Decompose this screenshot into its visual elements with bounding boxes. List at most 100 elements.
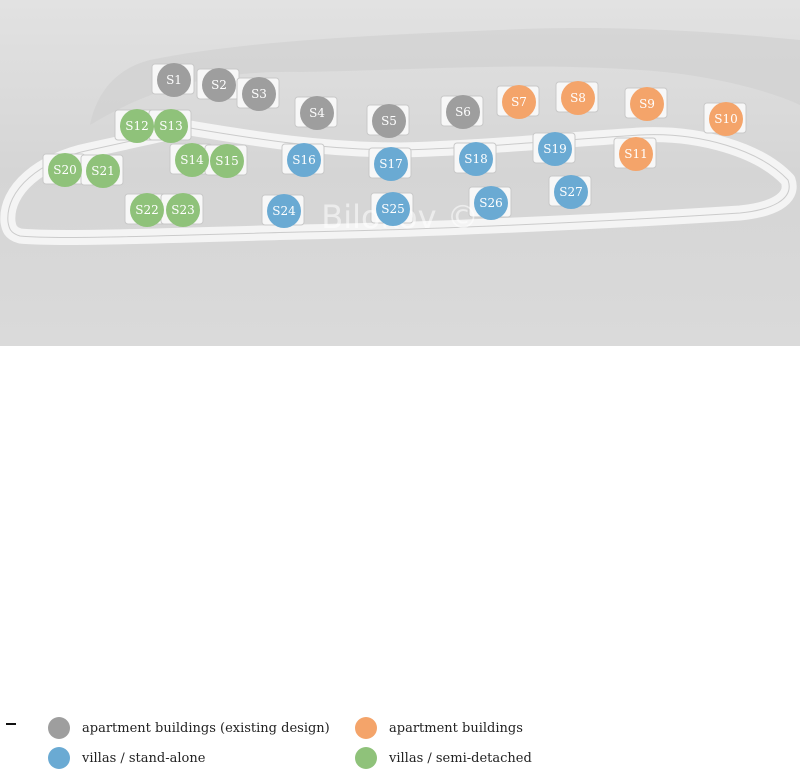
plot-marker-s12[interactable]: S12 xyxy=(120,109,154,143)
plot-dot-s19 xyxy=(538,132,572,166)
plot-marker-s24[interactable]: S24 xyxy=(267,194,301,228)
legend-label-standalone: villas / stand-alone xyxy=(82,750,206,766)
plot-dot-s2 xyxy=(202,68,236,102)
legend-swatch-existing xyxy=(48,717,70,739)
plot-label-s1: S1 xyxy=(166,73,182,87)
plot-dot-s25 xyxy=(376,192,410,226)
legend-item-standalone: villas / stand-alone xyxy=(48,747,205,769)
plot-marker-s19[interactable]: S19 xyxy=(538,132,572,166)
plot-marker-s4[interactable]: S4 xyxy=(300,96,334,130)
plot-dot-s14 xyxy=(175,143,209,177)
legend-swatch-standalone xyxy=(48,747,70,769)
plot-label-s21: S21 xyxy=(91,164,115,178)
plot-marker-s5[interactable]: S5 xyxy=(372,104,406,138)
plot-label-s14: S14 xyxy=(180,153,204,167)
plot-dot-s20 xyxy=(48,153,82,187)
plot-label-s6: S6 xyxy=(455,105,471,119)
plot-marker-s18[interactable]: S18 xyxy=(459,142,493,176)
plot-marker-s11[interactable]: S11 xyxy=(619,137,653,171)
plot-dot-s21 xyxy=(86,154,120,188)
plot-dot-s10 xyxy=(709,102,743,136)
plot-marker-s17[interactable]: S17 xyxy=(374,147,408,181)
plot-label-s19: S19 xyxy=(543,142,567,156)
plot-dot-s13 xyxy=(154,109,188,143)
plot-marker-s21[interactable]: S21 xyxy=(86,154,120,188)
legend-item-existing: apartment buildings (existing design) xyxy=(48,717,330,739)
plot-marker-s23[interactable]: S23 xyxy=(166,193,200,227)
legend-dash xyxy=(6,723,16,725)
legend-swatch-semi xyxy=(355,747,377,769)
plot-label-s16: S16 xyxy=(292,153,316,167)
plot-marker-s26[interactable]: S26 xyxy=(474,186,508,220)
plot-dot-s1 xyxy=(157,63,191,97)
plot-dot-s24 xyxy=(267,194,301,228)
plot-dot-s16 xyxy=(287,143,321,177)
plot-label-s18: S18 xyxy=(464,152,488,166)
plot-dot-s4 xyxy=(300,96,334,130)
plot-marker-s2[interactable]: S2 xyxy=(202,68,236,102)
plot-dot-s7 xyxy=(502,85,536,119)
plot-label-s5: S5 xyxy=(381,114,397,128)
plot-marker-s22[interactable]: S22 xyxy=(130,193,164,227)
plot-marker-s10[interactable]: S10 xyxy=(709,102,743,136)
legend-swatch-apartment xyxy=(355,717,377,739)
plot-label-s9: S9 xyxy=(639,97,655,111)
plot-label-s11: S11 xyxy=(624,147,648,161)
plot-dot-s11 xyxy=(619,137,653,171)
plot-label-s25: S25 xyxy=(381,202,405,216)
plot-marker-s25[interactable]: S25 xyxy=(376,192,410,226)
site-plan-map: Bilokov © S1S2S3S4S5S6S7S8S9S10S11S12S13… xyxy=(0,0,800,346)
plot-label-s22: S22 xyxy=(135,203,159,217)
plot-label-s10: S10 xyxy=(714,112,738,126)
plot-marker-s16[interactable]: S16 xyxy=(287,143,321,177)
plot-label-s20: S20 xyxy=(53,163,77,177)
plot-label-s26: S26 xyxy=(479,196,503,210)
plot-marker-s13[interactable]: S13 xyxy=(154,109,188,143)
plot-label-s4: S4 xyxy=(309,106,325,120)
plot-label-s12: S12 xyxy=(125,119,149,133)
hillside-shading xyxy=(90,28,800,125)
plot-label-s2: S2 xyxy=(211,78,227,92)
legend-label-existing: apartment buildings (existing design) xyxy=(82,720,330,736)
plot-marker-s8[interactable]: S8 xyxy=(561,81,595,115)
legend-item-apartment: apartment buildings xyxy=(355,717,523,739)
legend: apartment buildings (existing design) ap… xyxy=(0,346,800,769)
plot-dot-s15 xyxy=(210,144,244,178)
plot-marker-s1[interactable]: S1 xyxy=(157,63,191,97)
plot-marker-s3[interactable]: S3 xyxy=(242,77,276,111)
plot-label-s24: S24 xyxy=(272,204,296,218)
plot-dot-s12 xyxy=(120,109,154,143)
plot-label-s27: S27 xyxy=(559,185,583,199)
plot-dot-s23 xyxy=(166,193,200,227)
plot-dot-s27 xyxy=(554,175,588,209)
plot-marker-s20[interactable]: S20 xyxy=(48,153,82,187)
plot-dot-s9 xyxy=(630,87,664,121)
plot-dot-s3 xyxy=(242,77,276,111)
plot-label-s8: S8 xyxy=(570,91,586,105)
plot-marker-s6[interactable]: S6 xyxy=(446,95,480,129)
plot-dot-s18 xyxy=(459,142,493,176)
plot-label-s13: S13 xyxy=(159,119,183,133)
legend-item-semi: villas / semi-detached xyxy=(355,747,532,769)
legend-label-semi: villas / semi-detached xyxy=(389,750,532,766)
plot-markers: S1 S2 S3 S4 S5 S6 S7 S8 S9 S10 S11 S12 S13 S14 S15 S16 S… xyxy=(48,63,743,228)
plot-marker-s14[interactable]: S14 xyxy=(175,143,209,177)
plot-dot-s6 xyxy=(446,95,480,129)
legend-label-apartment: apartment buildings xyxy=(389,720,523,736)
plot-label-s23: S23 xyxy=(171,203,195,217)
plot-marker-s9[interactable]: S9 xyxy=(630,87,664,121)
plot-label-s17: S17 xyxy=(379,157,403,171)
plot-dot-s8 xyxy=(561,81,595,115)
plot-marker-s15[interactable]: S15 xyxy=(210,144,244,178)
plot-marker-s7[interactable]: S7 xyxy=(502,85,536,119)
plot-label-s3: S3 xyxy=(251,87,267,101)
plot-label-s15: S15 xyxy=(215,154,239,168)
plot-dot-s22 xyxy=(130,193,164,227)
plot-marker-s27[interactable]: S27 xyxy=(554,175,588,209)
plot-label-s7: S7 xyxy=(511,95,527,109)
road-edge xyxy=(7,127,790,238)
plot-dot-s26 xyxy=(474,186,508,220)
plot-dot-s5 xyxy=(372,104,406,138)
plot-dot-s17 xyxy=(374,147,408,181)
